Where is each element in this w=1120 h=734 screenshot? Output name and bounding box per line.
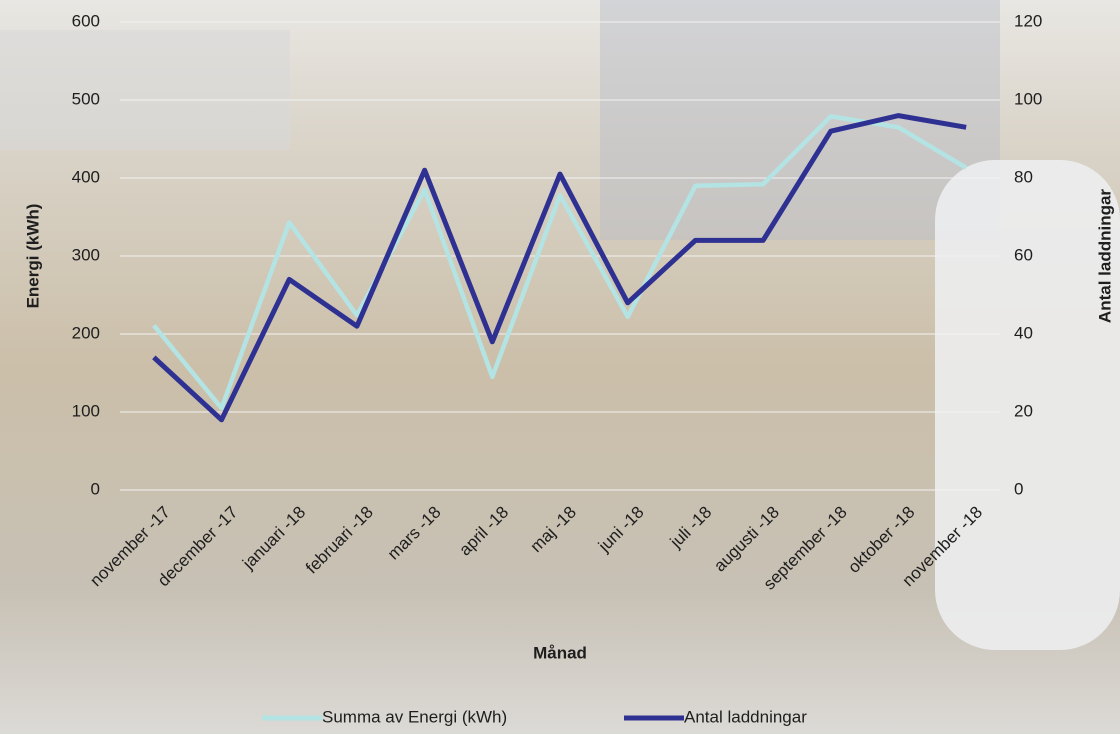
y2-tick-label: 60 <box>1014 245 1033 264</box>
y2-tick-label: 80 <box>1014 167 1033 186</box>
y-tick-label: 500 <box>72 89 100 108</box>
y-axis-title: Energi (kWh) <box>23 204 42 309</box>
y2-axis-title: Antal laddningar <box>1095 189 1114 324</box>
y-tick-label: 0 <box>91 479 100 498</box>
y-tick-label: 100 <box>72 401 100 420</box>
y-tick-label: 400 <box>72 167 100 186</box>
y-tick-label: 600 <box>72 11 100 30</box>
y2-tick-label: 0 <box>1014 479 1023 498</box>
y2-tick-label: 40 <box>1014 323 1033 342</box>
y2-tick-label: 100 <box>1014 89 1042 108</box>
y2-tick-label: 120 <box>1014 11 1042 30</box>
y-tick-label: 300 <box>72 245 100 264</box>
legend-label: Summa av Energi (kWh) <box>322 707 507 726</box>
y-tick-label: 200 <box>72 323 100 342</box>
background-house <box>0 30 290 150</box>
legend-label: Antal laddningar <box>684 707 807 726</box>
x-axis-title: Månad <box>533 643 587 662</box>
chart: Månad Energi (kWh) Antal laddningar 0 100… <box>0 0 1120 734</box>
y2-tick-label: 20 <box>1014 401 1033 420</box>
